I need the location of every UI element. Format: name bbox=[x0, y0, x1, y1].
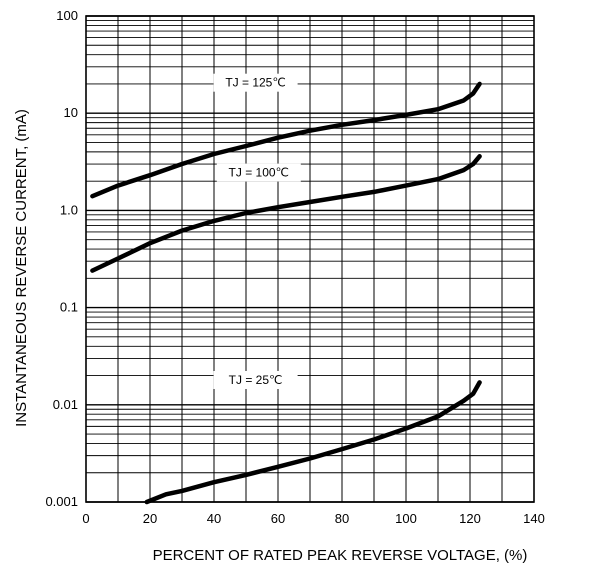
plot-border bbox=[85, 15, 535, 503]
y-tick-label: 1.0 bbox=[60, 202, 78, 217]
x-tick-label: 40 bbox=[207, 511, 221, 526]
y-tick-label: 10 bbox=[64, 105, 78, 120]
series-line bbox=[90, 81, 482, 199]
x-tick-label: 120 bbox=[459, 511, 481, 526]
y-axis-title: INSTANTANEOUS REVERSE CURRENT, (mA) bbox=[13, 109, 30, 427]
curves bbox=[90, 81, 482, 505]
x-tick-label: 140 bbox=[523, 511, 545, 526]
tick-labels: 0 20 40 60 80 100 120 140 0.001 0.01 0.1 1.0 10 100 bbox=[45, 8, 544, 526]
y-tick-label: 100 bbox=[56, 8, 78, 23]
plot-frame bbox=[85, 15, 535, 503]
x-tick-label: 0 bbox=[82, 511, 89, 526]
x-tick-label: 60 bbox=[271, 511, 285, 526]
x-axis-title: PERCENT OF RATED PEAK REVERSE VOLTAGE, (… bbox=[153, 547, 528, 564]
y-tick-label: 0.01 bbox=[53, 397, 78, 412]
curve-label: TJ = 100℃ bbox=[229, 166, 290, 180]
y-tick-label: 0.1 bbox=[60, 300, 78, 315]
grid bbox=[85, 15, 535, 503]
series-line bbox=[90, 154, 482, 273]
x-tick-label: 80 bbox=[335, 511, 349, 526]
y-tick-label: 0.001 bbox=[45, 494, 78, 509]
curve-label-background bbox=[216, 163, 301, 182]
curve-label: TJ = 25℃ bbox=[229, 373, 283, 387]
x-tick-label: 20 bbox=[143, 511, 157, 526]
curve-label: TJ = 125℃ bbox=[225, 76, 286, 90]
curve-label-background bbox=[213, 73, 298, 92]
curve-labels: TJ = 125℃ TJ = 100℃ TJ = 25℃ bbox=[213, 73, 301, 389]
series-line bbox=[144, 380, 482, 505]
curve-label-background bbox=[213, 370, 298, 389]
x-tick-label: 100 bbox=[395, 511, 417, 526]
